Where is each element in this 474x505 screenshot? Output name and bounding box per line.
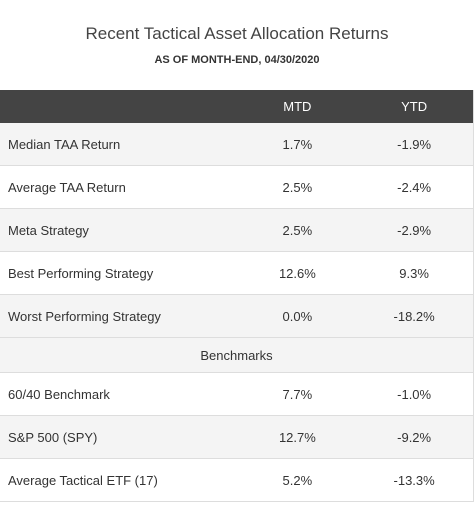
table-row: Average TAA Return 2.5% -2.4% [0,166,473,209]
row-label: Worst Performing Strategy [8,308,161,324]
row-mtd: 12.7% [278,429,316,445]
row-label: S&P 500 (SPY) [8,429,98,445]
row-ytd: -1.0% [397,386,432,402]
header-mtd: MTD [283,99,312,114]
row-mtd: 2.5% [282,179,313,195]
row-mtd: 5.2% [282,472,313,488]
row-mtd: 1.7% [282,136,313,152]
row-ytd: -1.9% [397,136,432,152]
table-header: MTD YTD [0,90,473,123]
header-ytd: YTD [401,99,428,114]
returns-table: MTD YTD Median TAA Return 1.7% -1.9% Ave… [0,90,474,502]
table-row: Worst Performing Strategy 0.0% -18.2% [0,295,473,338]
row-ytd: -2.4% [397,179,432,195]
table-row: S&P 500 (SPY) 12.7% -9.2% [0,416,473,459]
row-mtd: 12.6% [278,265,316,281]
table-row: Meta Strategy 2.5% -2.9% [0,209,473,252]
page-title: Recent Tactical Asset Allocation Returns [85,24,389,43]
row-mtd: 0.0% [282,308,313,324]
table-row: 60/40 Benchmark 7.7% -1.0% [0,373,473,416]
row-label: Median TAA Return [8,136,121,152]
row-ytd: -9.2% [397,429,432,445]
row-ytd: -2.9% [397,222,432,238]
table-row: Average Tactical ETF (17) 5.2% -13.3% [0,459,473,502]
row-label: Average Tactical ETF (17) [8,472,158,488]
page-subtitle: AS OF MONTH-END, 04/30/2020 [154,54,320,66]
table-row: Median TAA Return 1.7% -1.9% [0,123,473,166]
row-ytd: -18.2% [393,308,435,324]
row-ytd: 9.3% [399,265,429,281]
row-mtd: 7.7% [282,386,313,402]
row-label: Average TAA Return [8,179,126,195]
row-ytd: -13.3% [393,472,435,488]
row-label: 60/40 Benchmark [8,386,110,402]
row-mtd: 2.5% [282,222,313,238]
row-label: Meta Strategy [8,222,89,238]
section-benchmarks: Benchmarks [0,338,473,373]
table-row: Best Performing Strategy 12.6% 9.3% [0,252,473,295]
row-label: Best Performing Strategy [8,265,154,281]
